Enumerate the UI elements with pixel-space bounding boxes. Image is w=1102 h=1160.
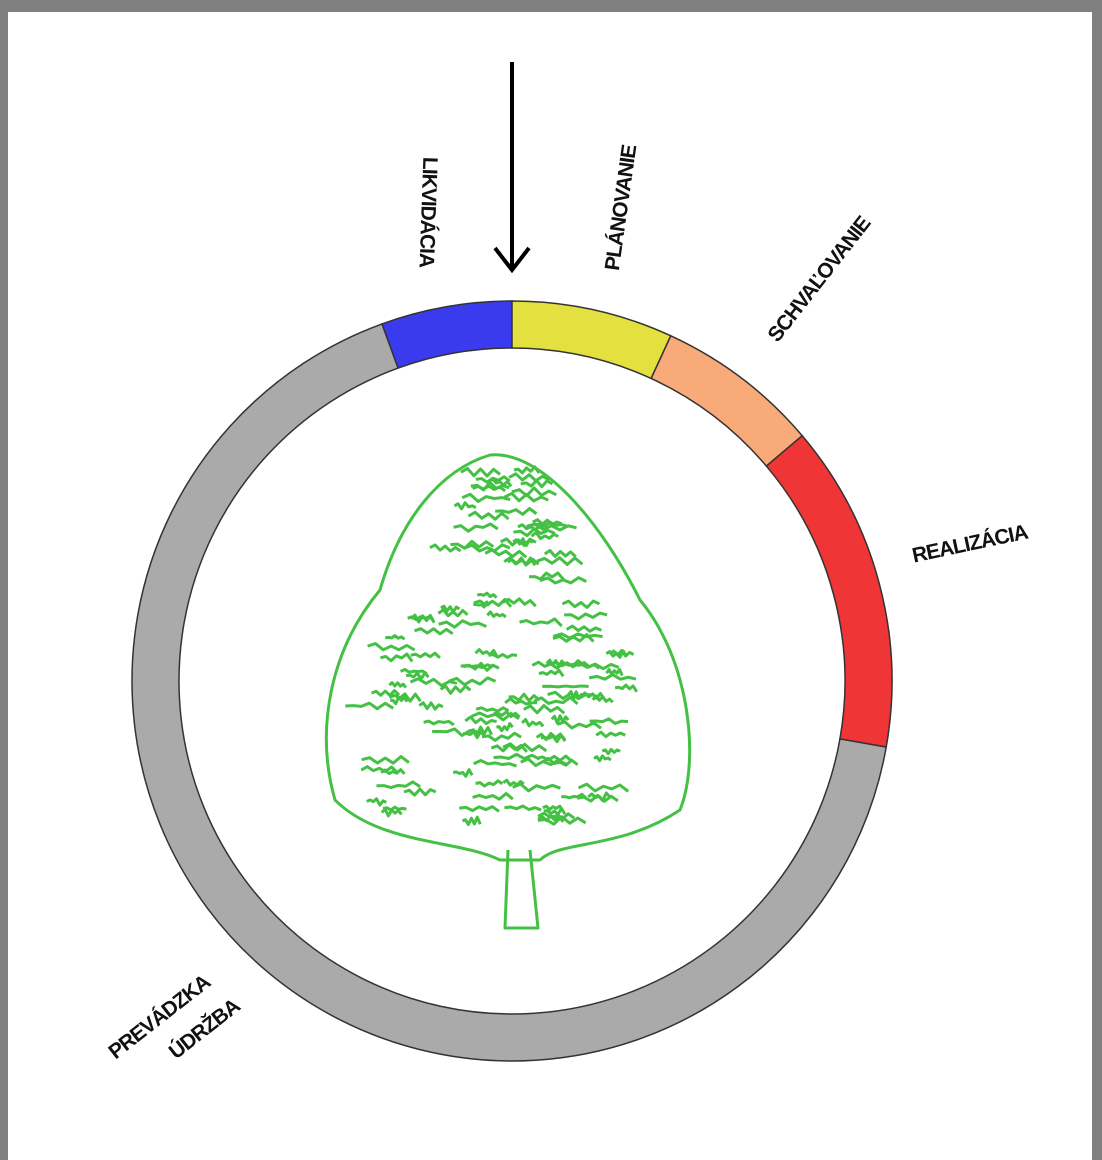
page: LIKVIDÁCIA PLÁNOVANIE SCHVAĽOVANIE REALI… — [0, 0, 1102, 1160]
diagram: LIKVIDÁCIA PLÁNOVANIE SCHVAĽOVANIE REALI… — [0, 0, 1102, 1160]
label: LIKVIDÁCIA — [415, 157, 442, 269]
tree-leaves — [542, 686, 588, 687]
